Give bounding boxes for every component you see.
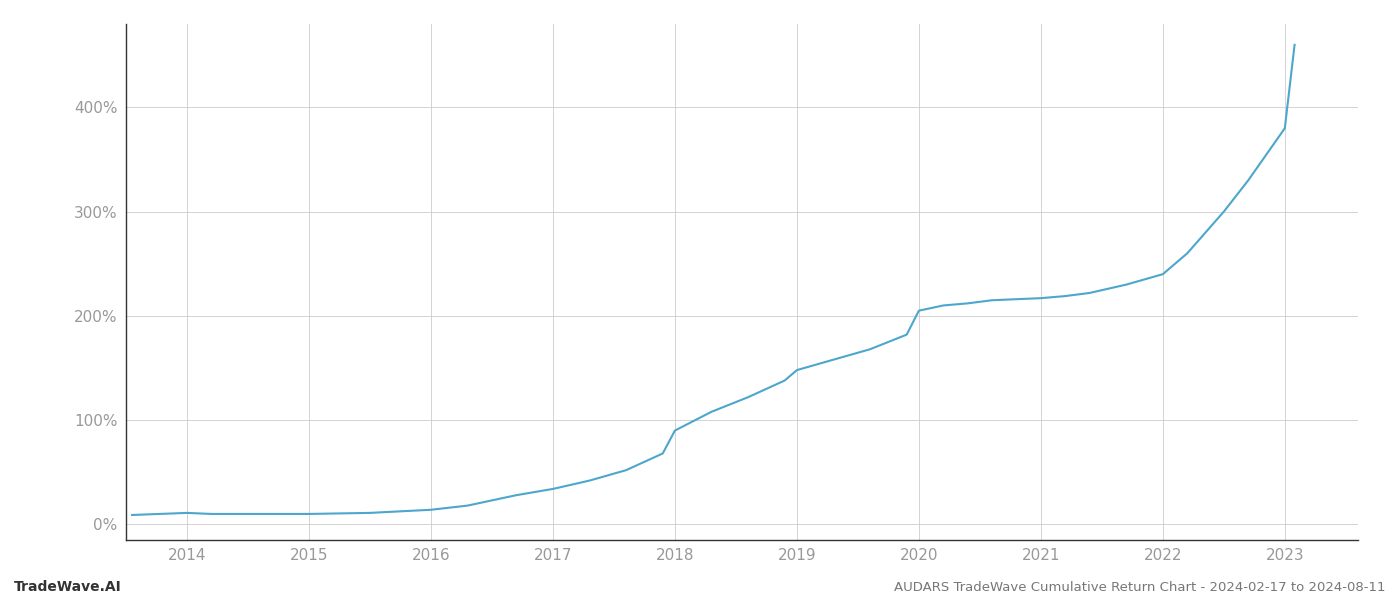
Text: TradeWave.AI: TradeWave.AI	[14, 580, 122, 594]
Text: AUDARS TradeWave Cumulative Return Chart - 2024-02-17 to 2024-08-11: AUDARS TradeWave Cumulative Return Chart…	[895, 581, 1386, 594]
